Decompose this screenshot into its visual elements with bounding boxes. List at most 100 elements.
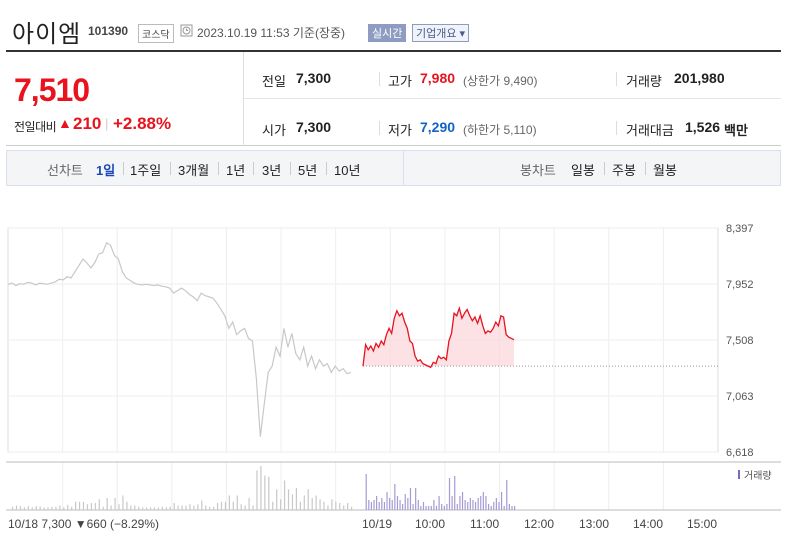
separator [218, 162, 219, 175]
volume-bar [386, 492, 388, 510]
candle-chart-label: 봉차트 [520, 163, 556, 178]
volume-bar [173, 503, 175, 510]
volume-bar [459, 496, 461, 510]
volume-bar [378, 502, 380, 510]
separator [253, 162, 254, 175]
x-tick-label: 15:00 [687, 517, 717, 531]
volume-bar [78, 501, 81, 510]
separator [290, 162, 291, 175]
prev-close-value: 7,300 [296, 70, 332, 86]
volume-bar [399, 500, 401, 510]
volume-bar [365, 474, 367, 510]
volume-bar [343, 505, 345, 510]
low-value: 7,290 [420, 119, 456, 135]
tab-3y[interactable]: 3년 [262, 163, 282, 178]
volume-bar [412, 504, 414, 510]
volume-bar [224, 501, 227, 510]
volume-bar [511, 506, 513, 510]
volume-bar [464, 500, 466, 510]
volume-bar [514, 506, 516, 510]
volume-bar [23, 507, 25, 510]
clock-icon [180, 24, 193, 37]
volume-bar [276, 489, 278, 510]
volume-bar [27, 506, 29, 510]
stock-name: 아이엠 [12, 21, 82, 48]
volume-bar [404, 494, 406, 510]
x-tick-label: 10:00 [415, 517, 445, 531]
volume-bar [373, 500, 375, 510]
volume-bar [213, 506, 215, 510]
volume-bar [339, 503, 341, 510]
row-divider [244, 98, 781, 99]
tab-1d[interactable]: 1일 [96, 163, 116, 178]
separator [123, 162, 124, 175]
volume-bar [236, 495, 238, 510]
volume-bar [319, 499, 321, 510]
lower-limit: (하한가 5,110) [463, 123, 537, 137]
volume-bar [433, 500, 435, 510]
volume-bar [485, 496, 487, 510]
company-overview-dropdown[interactable]: 기업개요 ▾ [412, 24, 470, 42]
volume-bar [252, 505, 254, 510]
volume-bar [75, 501, 77, 510]
y-tick-label: 7,508 [726, 335, 754, 347]
high-value: 7,980 [420, 70, 456, 86]
volume-bar [311, 498, 313, 510]
volume-bar [71, 506, 73, 510]
volume-bar [280, 499, 282, 510]
volume-bar [256, 470, 258, 510]
volume-bar [451, 496, 453, 510]
price-cell: 7,510 전일대비 ▲ 210 | +2.88% [6, 52, 244, 146]
realtime-button[interactable]: 실시간 [368, 24, 407, 42]
volume-legend: 거래량 [744, 470, 772, 482]
tab-daily-candle[interactable]: 일봉 [571, 163, 595, 178]
amount-unit: 백만 [724, 123, 748, 138]
volume-bar [169, 506, 171, 510]
today-line [362, 305, 515, 369]
volume-bar [209, 506, 211, 510]
separator [170, 162, 171, 175]
volume-bar [409, 488, 412, 510]
volume-bar [122, 495, 124, 510]
volume-bar [495, 498, 497, 510]
tab-3m[interactable]: 3개월 [178, 163, 210, 178]
volume-bar [443, 506, 445, 510]
tab-5y[interactable]: 5년 [298, 163, 318, 178]
volume-bar [197, 504, 199, 510]
volume-bar [272, 501, 274, 510]
volume-bar [110, 505, 112, 510]
tab-monthly-candle[interactable]: 월봉 [653, 163, 677, 178]
volume-bar [248, 498, 250, 510]
volume-bar [260, 466, 262, 510]
volume-bar [118, 504, 120, 510]
volume-bar [106, 498, 108, 510]
high-label: 고가 [388, 74, 412, 89]
amount-value: 1,526 [685, 119, 721, 135]
volume-bar [383, 502, 386, 510]
volume-bar [448, 478, 451, 510]
tab-10y[interactable]: 10년 [334, 163, 361, 178]
tab-1w[interactable]: 1주일 [130, 163, 162, 178]
volume-bar [59, 505, 61, 510]
separator [604, 162, 605, 175]
volume-bar [493, 502, 495, 510]
volume-bar [201, 500, 203, 510]
tab-weekly-candle[interactable]: 주봉 [612, 163, 636, 178]
volume-bar [415, 488, 417, 510]
tab-1y[interactable]: 1년 [226, 163, 246, 178]
x-tick-label: 14:00 [633, 517, 663, 531]
volume-bar [430, 506, 432, 510]
volume-bar [126, 501, 128, 510]
volume-bar [138, 506, 140, 510]
change-label: 전일대비 [14, 120, 57, 134]
volume-bar [402, 504, 404, 510]
volume-bar [98, 499, 100, 510]
separator [379, 72, 380, 86]
volume-bar [307, 489, 309, 510]
volume-bar [422, 502, 425, 510]
volume-bar [193, 505, 195, 510]
volume-bar [161, 506, 163, 510]
volume-bar [268, 476, 270, 510]
volume-bar [134, 505, 136, 510]
volume-bar [480, 496, 482, 510]
